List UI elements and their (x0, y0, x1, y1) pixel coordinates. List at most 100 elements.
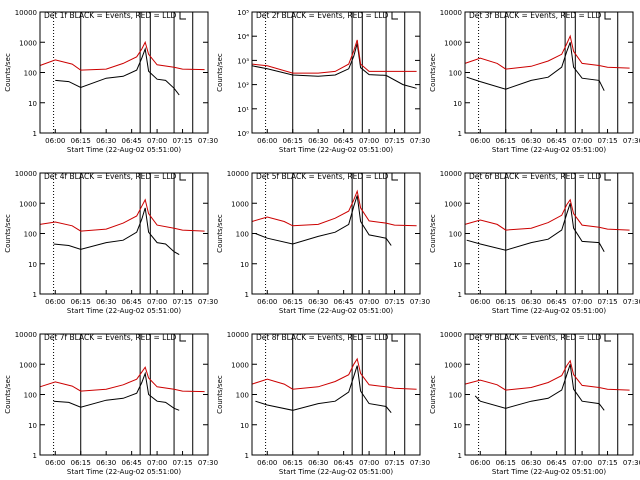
y-axis-label: Counts/sec (4, 375, 12, 414)
corner-marker (391, 12, 398, 20)
xtick-label: 07:15 (172, 298, 192, 306)
y-axis-label: Counts/sec (216, 214, 224, 253)
panel-2: 10⁰ 10¹ 10² 10³ 10⁴ 10⁵ 06:00 06:15 06:30 06:45 07… (216, 9, 430, 154)
corner-marker (179, 173, 186, 181)
xtick-label: 07:00 (572, 459, 592, 467)
xtick-label: 06:00 (45, 298, 65, 306)
ytick-label: 10000 (440, 331, 462, 339)
y-axis-label: Counts/sec (216, 53, 224, 92)
x-axis-label: Start Time (22-Aug-02 05:51:00) (67, 468, 181, 476)
ytick-label: 10² (237, 82, 249, 90)
y-axis-label: Counts/sec (4, 214, 12, 253)
plot-frame (251, 333, 421, 456)
corner-marker (604, 173, 611, 181)
ytick-label: 1000 (19, 39, 37, 47)
ytick-label: 10 (453, 422, 462, 430)
xtick-label: 07:15 (597, 137, 617, 145)
ytick-label: 1000 (231, 200, 249, 208)
series-lld-line (464, 359, 630, 391)
ytick-label: 1000 (19, 200, 37, 208)
ytick-label: 10 (453, 261, 462, 269)
ytick-label: 10000 (227, 331, 249, 339)
ytick-label: 10000 (440, 170, 462, 178)
xtick-label: 07:00 (147, 459, 167, 467)
xtick-label: 06:30 (308, 137, 328, 145)
series-events-line (53, 207, 180, 256)
xtick-label: 06:15 (71, 298, 91, 306)
ytick-label: 10 (28, 100, 37, 108)
xtick-label: 07:15 (384, 298, 404, 306)
xtick-label: 06:45 (122, 137, 142, 145)
xtick-label: 06:00 (257, 137, 277, 145)
series-lld-line (464, 34, 630, 70)
ytick-label: 100 (24, 70, 37, 78)
xtick-label: 07:30 (623, 459, 640, 467)
corner-marker (604, 12, 611, 20)
xtick-label: 06:45 (334, 459, 354, 467)
ytick-label: 100 (236, 231, 249, 239)
series-lld-line (251, 357, 417, 390)
xtick-label: 06:15 (283, 459, 303, 467)
xtick-label: 07:30 (623, 298, 640, 306)
xtick-label: 07:15 (172, 137, 192, 145)
ytick-label: 1 (33, 452, 37, 460)
ytick-label: 10 (28, 261, 37, 269)
ytick-label: 1000 (444, 361, 462, 369)
series-events-line (251, 43, 417, 89)
xtick-label: 07:15 (384, 459, 404, 467)
ytick-label: 1 (245, 291, 249, 299)
ytick-label: 10 (240, 422, 249, 430)
plot-frame (464, 333, 634, 456)
panel-title: Det 8f BLACK = Events, RED = LLD (256, 333, 389, 342)
xtick-label: 06:45 (122, 459, 142, 467)
xtick-label: 06:15 (496, 459, 516, 467)
ytick-label: 10⁴ (237, 33, 249, 41)
xtick-label: 07:00 (147, 298, 167, 306)
ytick-label: 1 (245, 452, 249, 460)
corner-marker (604, 334, 611, 342)
panel-5: 1 10 100 1000 10000 06:00 06:15 06:30 06:45 07:00… (216, 170, 430, 315)
series-events-line (255, 365, 392, 414)
ytick-label: 10000 (15, 170, 37, 178)
ytick-label: 10³ (237, 57, 249, 65)
xtick-label: 06:30 (96, 298, 116, 306)
plot-frame (251, 172, 421, 295)
panel-1: 1 10 100 1000 10000 06:00 06:15 06:30 06:45 07:00… (4, 9, 218, 154)
xtick-label: 07:30 (198, 137, 218, 145)
ytick-label: 100 (236, 392, 249, 400)
series-events-line (255, 195, 392, 246)
xtick-label: 07:00 (359, 459, 379, 467)
series-events-line (53, 371, 180, 411)
corner-marker (391, 334, 398, 342)
corner-marker (391, 173, 398, 181)
series-lld-line (464, 198, 630, 231)
plot-frame (39, 172, 209, 295)
plot-frame (464, 172, 634, 295)
xtick-label: 06:30 (521, 459, 541, 467)
xtick-label: 07:30 (410, 137, 430, 145)
ytick-label: 1 (458, 130, 462, 138)
panel-title: Det 3f BLACK = Events, RED = LLD (469, 11, 602, 20)
xtick-label: 07:00 (359, 298, 379, 306)
series-events-line (474, 364, 605, 411)
series-lld-line (251, 39, 417, 74)
series-lld-line (39, 366, 205, 393)
ytick-label: 10000 (227, 170, 249, 178)
panel-8: 1 10 100 1000 10000 06:00 06:15 06:30 06:45 07:00… (216, 331, 430, 476)
ytick-label: 100 (449, 392, 462, 400)
panel-title: Det 5f BLACK = Events, RED = LLD (256, 172, 389, 181)
panel-title: Det 4f BLACK = Events, RED = LLD (44, 172, 177, 181)
x-axis-label: Start Time (22-Aug-02 05:51:00) (492, 468, 606, 476)
ytick-label: 1000 (444, 39, 462, 47)
xtick-label: 06:45 (334, 137, 354, 145)
xtick-label: 06:15 (283, 298, 303, 306)
plot-frame (464, 11, 634, 134)
xtick-label: 07:00 (147, 137, 167, 145)
ytick-label: 100 (449, 70, 462, 78)
ytick-label: 10⁵ (237, 9, 249, 17)
xtick-label: 07:00 (359, 137, 379, 145)
xtick-label: 06:30 (521, 298, 541, 306)
series-lld-line (39, 40, 205, 71)
x-axis-label: Start Time (22-Aug-02 05:51:00) (67, 307, 181, 315)
panel-title: Det 7f BLACK = Events, RED = LLD (44, 333, 177, 342)
